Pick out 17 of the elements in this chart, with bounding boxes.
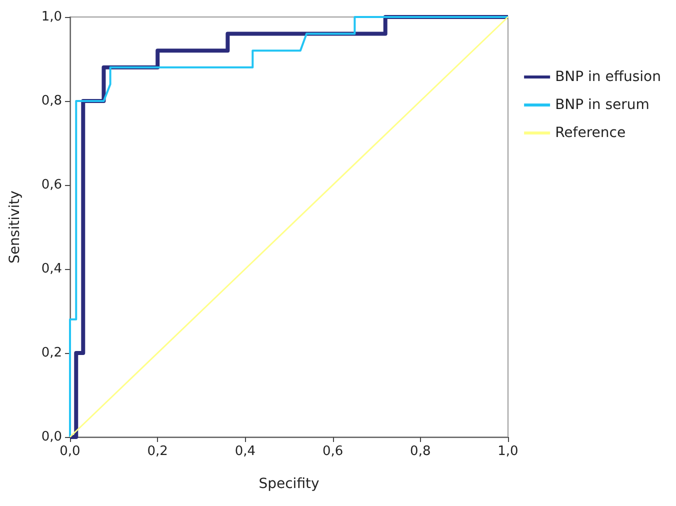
- x-axis-title: Specifity: [258, 476, 320, 492]
- legend-label: BNP in serum: [555, 97, 650, 113]
- legend-label: Reference: [555, 125, 626, 141]
- y-tick-label: 0,2: [41, 346, 62, 360]
- x-tick-label: 0,2: [147, 444, 168, 459]
- x-tick-label: 0,8: [410, 444, 431, 459]
- x-tick-label: 0,6: [322, 444, 344, 459]
- y-axis-title: Sensitivity: [7, 190, 23, 264]
- x-tick-label: 0,4: [234, 444, 256, 459]
- y-tick-label: 0,0: [41, 430, 62, 444]
- x-tick-label: 0,0: [60, 444, 80, 459]
- y-tick-label: 1,0: [41, 10, 62, 24]
- y-tick-label: 0,8: [41, 94, 62, 108]
- x-tick-label: 1,0: [498, 444, 518, 459]
- legend-label: BNP in effusion: [555, 69, 661, 85]
- y-tick-label: 0,6: [41, 178, 62, 192]
- y-tick-label: 0,4: [41, 262, 62, 276]
